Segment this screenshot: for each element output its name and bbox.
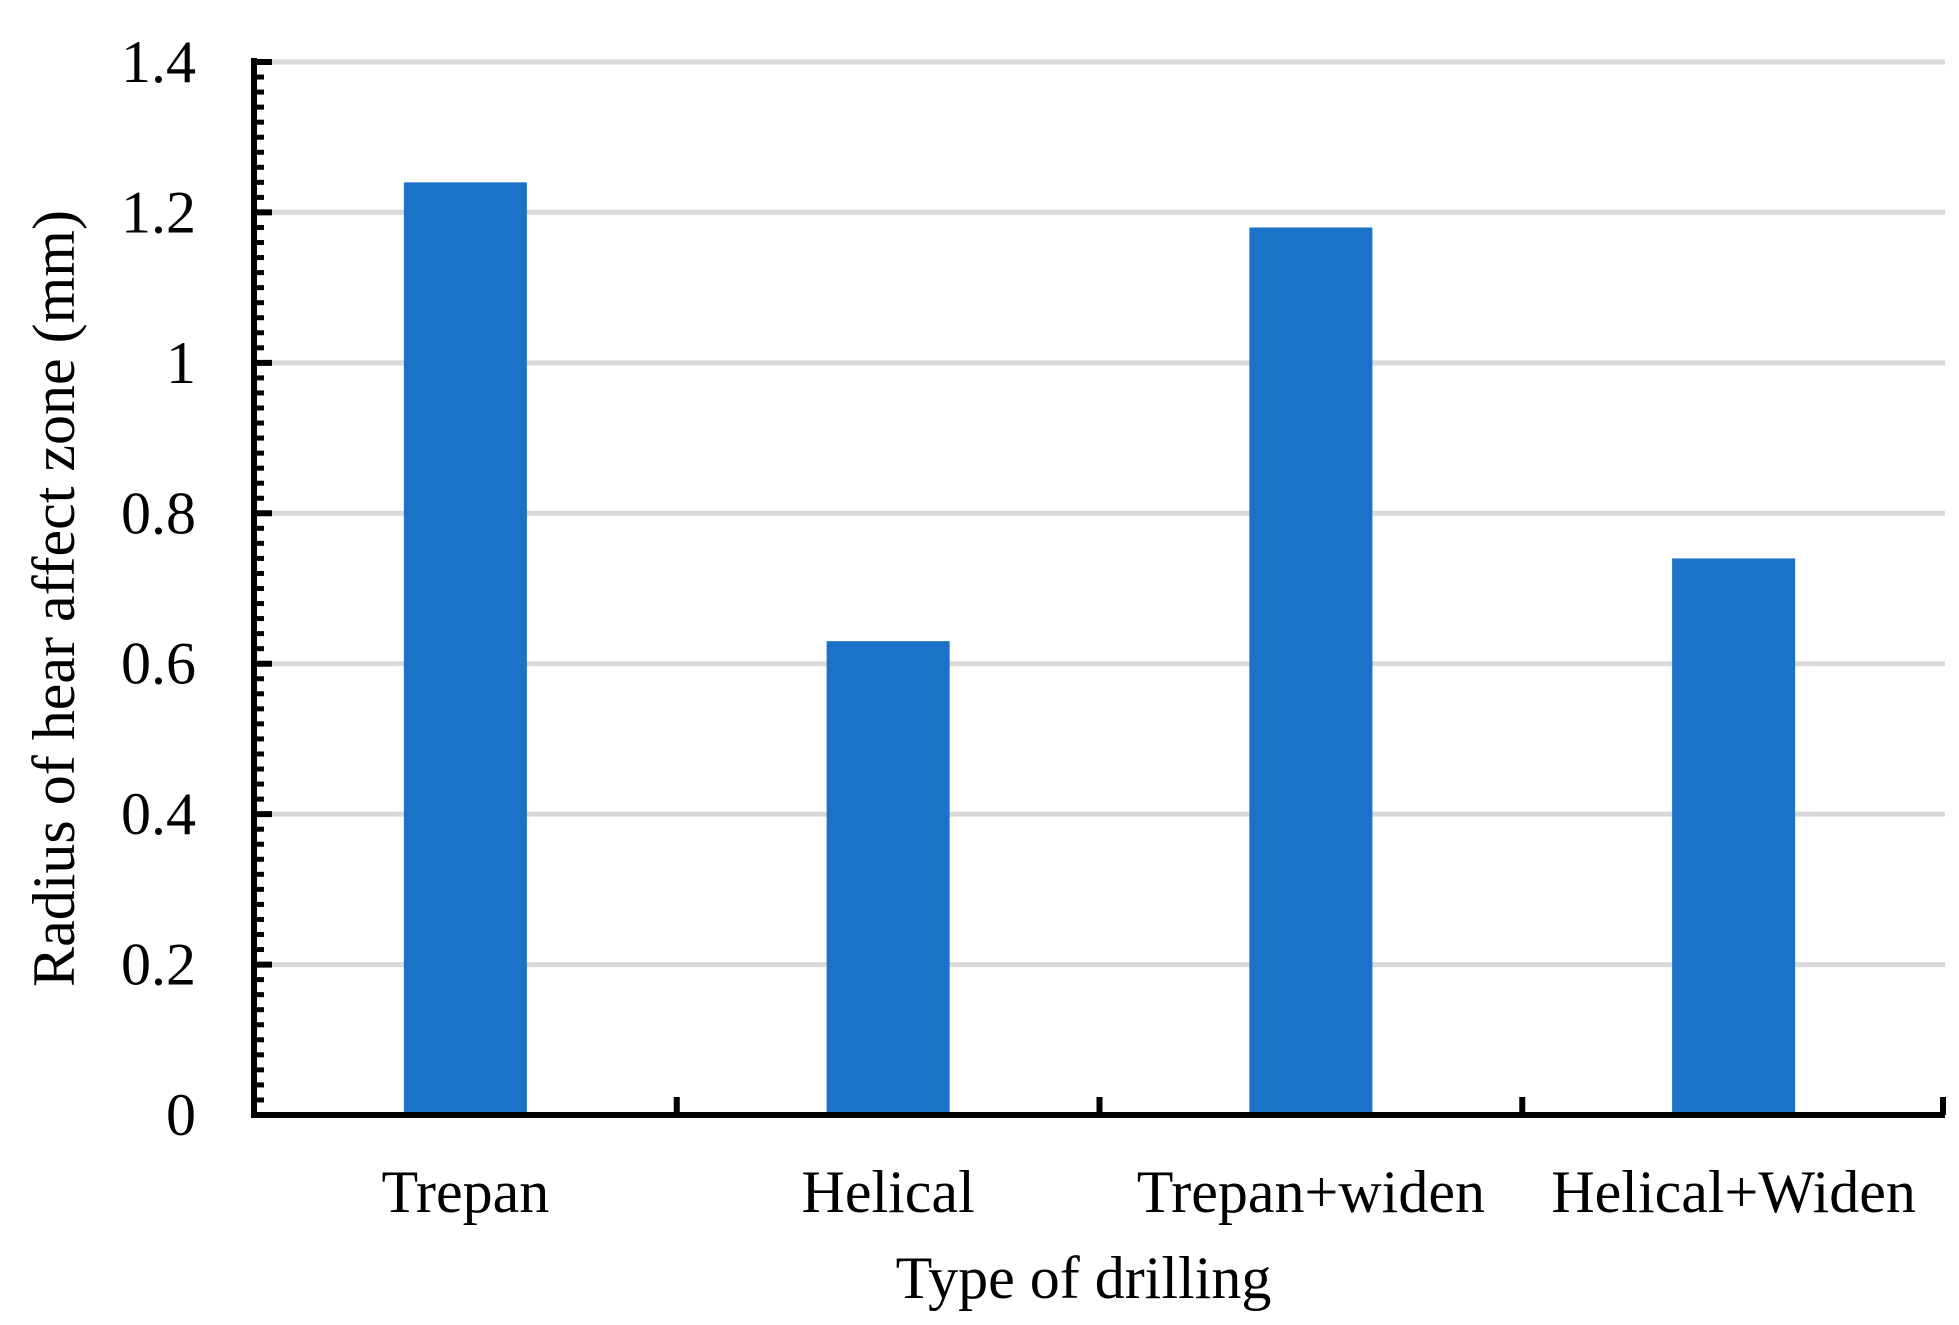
- y-tick-label: 0.8: [121, 480, 196, 546]
- y-axis-ticks: 0 0.2 0.4 0.6 0.8 1 1.2 1.4: [121, 29, 272, 1148]
- x-tick-label: Trepan: [381, 1159, 549, 1225]
- gridlines: [254, 59, 1945, 968]
- y-tick-label: 1: [166, 330, 196, 396]
- bar-helical: [826, 641, 950, 1115]
- y-tick-label: 0: [166, 1082, 196, 1148]
- x-tick-label: Trepan+widen: [1137, 1159, 1485, 1225]
- x-axis-title: Type of drilling: [896, 1245, 1272, 1311]
- y-axis-title: Radius of hear affect zone (mm): [21, 210, 87, 987]
- y-tick-label: 0.4: [121, 781, 196, 847]
- y-tick-label: 1.4: [121, 29, 196, 95]
- x-axis-ticks: Trepan Helical Trepan+widen Helical+Widen: [381, 1097, 1946, 1225]
- bar-trepan-widen: [1249, 227, 1373, 1115]
- y-tick-label: 0.2: [121, 932, 196, 998]
- y-tick-label: 1.2: [121, 179, 196, 245]
- bar-trepan: [403, 182, 527, 1116]
- x-tick-label: Helical+Widen: [1551, 1159, 1916, 1225]
- y-tick-label: 0.6: [121, 631, 196, 697]
- x-tick-label: Helical: [802, 1159, 975, 1225]
- bar-helical-widen: [1672, 558, 1796, 1115]
- bars: [403, 182, 1796, 1116]
